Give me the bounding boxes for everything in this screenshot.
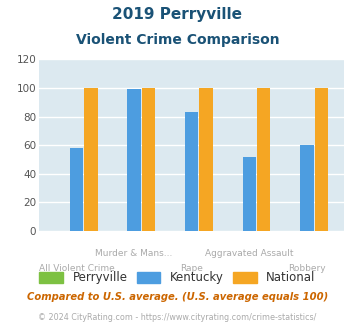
Bar: [142, 88, 155, 231]
Text: All Violent Crime: All Violent Crime: [39, 264, 114, 273]
Text: Murder & Mans...: Murder & Mans...: [95, 249, 173, 258]
Bar: [257, 88, 270, 231]
Bar: [300, 145, 313, 231]
Text: Robbery: Robbery: [288, 264, 326, 273]
Text: Aggravated Assault: Aggravated Assault: [205, 249, 294, 258]
Text: Violent Crime Comparison: Violent Crime Comparison: [76, 33, 279, 47]
Text: Rape: Rape: [180, 264, 203, 273]
Bar: [315, 88, 328, 231]
Bar: [70, 148, 83, 231]
Text: © 2024 CityRating.com - https://www.cityrating.com/crime-statistics/: © 2024 CityRating.com - https://www.city…: [38, 314, 317, 322]
Bar: [84, 88, 98, 231]
Bar: [243, 157, 256, 231]
Bar: [200, 88, 213, 231]
Bar: [185, 112, 198, 231]
Text: Compared to U.S. average. (U.S. average equals 100): Compared to U.S. average. (U.S. average …: [27, 292, 328, 302]
Bar: [127, 89, 141, 231]
Legend: Perryville, Kentucky, National: Perryville, Kentucky, National: [35, 267, 320, 289]
Text: 2019 Perryville: 2019 Perryville: [113, 7, 242, 21]
